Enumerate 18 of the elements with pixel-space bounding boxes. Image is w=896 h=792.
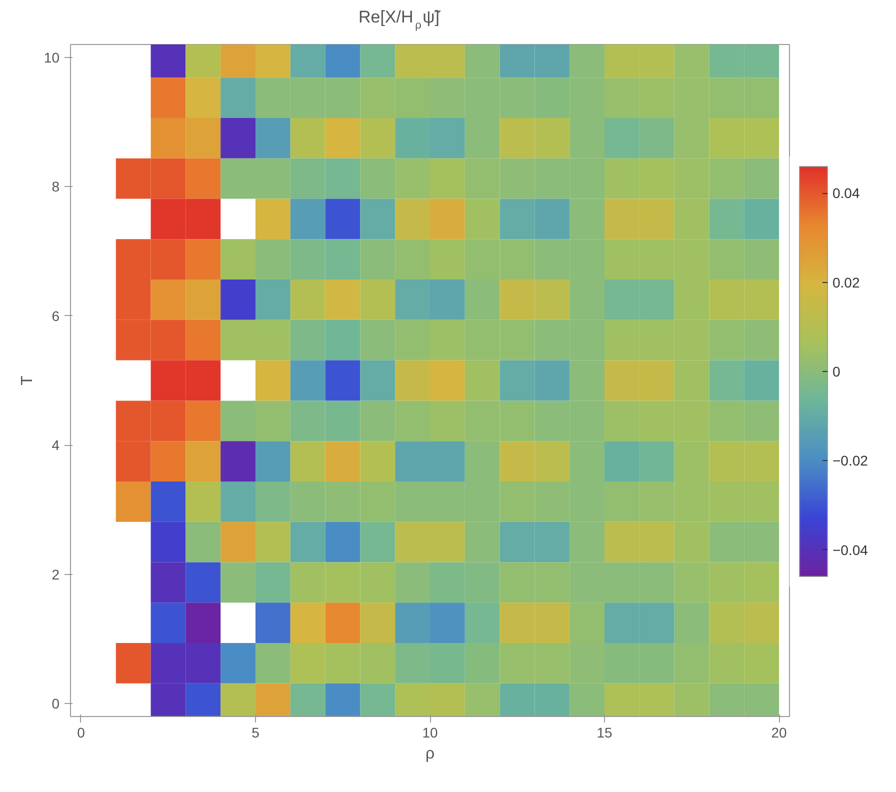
color-bar-label: 0 [832,364,840,380]
color-bar-label: −0.04 [832,542,868,558]
x-tick-label: 10 [422,724,438,740]
y-tick-label: 2 [52,566,60,582]
x-tick-label: 20 [771,724,788,740]
x-tick-label: 0 [77,724,86,740]
x-tick-label: 15 [596,724,613,740]
y-axis-title: T [18,375,36,386]
y-tick-label: 4 [52,437,60,454]
x-tick-label: 5 [252,724,260,740]
color-bar-label: 0.04 [832,185,860,202]
y-tick-label: 8 [52,178,60,195]
y-tick-label: 10 [44,49,60,66]
y-tick-label: 0 [52,696,60,712]
x-axis-title: ρ [425,746,435,762]
y-tick-label: 6 [52,308,60,324]
color-bar-label: 0.02 [832,274,860,290]
color-bar-label: −0.02 [832,452,868,469]
